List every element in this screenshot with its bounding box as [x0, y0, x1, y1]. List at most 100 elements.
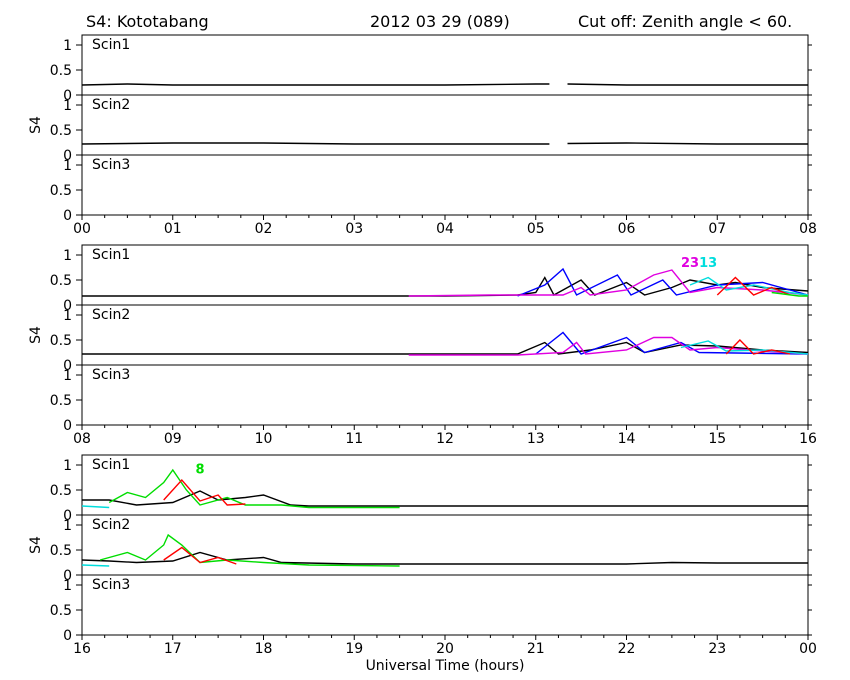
- x-tick-label: 11: [345, 431, 363, 447]
- x-tick-label: 20: [436, 641, 454, 657]
- x-tick-label: 08: [799, 221, 817, 237]
- panel-frame: [81, 574, 809, 636]
- y-tick-label: 0.5: [50, 543, 72, 559]
- y-tick-label: 1: [63, 98, 72, 114]
- x-axis-label: Universal Time (hours): [366, 658, 525, 674]
- panel-label: Scin3: [92, 157, 130, 173]
- panel-frame: [81, 514, 809, 576]
- x-tick-label: 16: [73, 641, 91, 657]
- s4-series-line: [535, 331, 809, 355]
- y-tick-label: 0.5: [50, 183, 72, 199]
- panel-frame: [81, 34, 809, 96]
- panel-frame: [81, 364, 809, 426]
- y-tick-label: 1: [63, 248, 72, 264]
- s4-series-line: [163, 478, 246, 506]
- y-tick-label: 0: [63, 508, 72, 524]
- y-tick-label: 0.5: [50, 333, 72, 349]
- y-tick-label: 0: [63, 568, 72, 584]
- x-tick-label: 00: [73, 221, 91, 237]
- x-tick-label: 15: [708, 431, 726, 447]
- s4-series-line: [689, 276, 809, 296]
- s4-series-line: [716, 276, 791, 296]
- x-tick-label: 13: [527, 431, 545, 447]
- x-tick-label: 14: [618, 431, 636, 447]
- y-axis-label: S4: [28, 326, 44, 344]
- x-tick-label: 08: [73, 431, 91, 447]
- y-tick-label: 0.5: [50, 273, 72, 289]
- y-tick-label: 0.5: [50, 123, 72, 139]
- s4-series-line: [108, 468, 400, 509]
- s4-series-line: [81, 551, 808, 565]
- series-annotation: 23: [681, 256, 699, 271]
- y-tick-label: 1: [63, 368, 72, 384]
- s4-series-line: [81, 505, 110, 509]
- y-tick-label: 0: [63, 208, 72, 224]
- s4-series-line: [771, 291, 808, 297]
- y-tick-label: 0: [63, 88, 72, 104]
- cutoff-title: Cut off: Zenith angle < 60.: [578, 12, 793, 31]
- s4-series-line: [81, 142, 550, 145]
- x-tick-label: 09: [164, 431, 182, 447]
- x-tick-label: 19: [345, 641, 363, 657]
- s4-series-line: [81, 564, 110, 567]
- date-title: 2012 03 29 (089): [370, 12, 510, 31]
- panel-label: Scin1: [92, 37, 130, 53]
- y-tick-label: 0: [63, 298, 72, 314]
- panel-label: Scin1: [92, 457, 130, 473]
- x-tick-label: 12: [436, 431, 454, 447]
- x-tick-label: 16: [799, 431, 817, 447]
- panel-label: Scin1: [92, 247, 130, 263]
- y-tick-label: 1: [63, 578, 72, 594]
- x-tick-label: 17: [164, 641, 182, 657]
- panel-frame: [81, 304, 809, 366]
- s4-series-line: [163, 546, 237, 565]
- s4-series-line: [408, 336, 809, 356]
- s4-series-line: [81, 83, 550, 86]
- y-tick-label: 1: [63, 458, 72, 474]
- x-tick-label: 05: [527, 221, 545, 237]
- x-tick-label: 02: [255, 221, 273, 237]
- x-tick-label: 22: [618, 641, 636, 657]
- panel-label: Scin3: [92, 577, 130, 593]
- s4-series-line: [725, 338, 791, 355]
- y-axis-label: S4: [28, 536, 44, 554]
- s4-series-line: [82, 276, 809, 297]
- x-tick-label: 18: [255, 641, 273, 657]
- s4-series-line: [82, 341, 809, 355]
- panel-label: Scin2: [92, 517, 130, 533]
- x-tick-label: 00: [799, 641, 817, 657]
- x-tick-label: 04: [436, 221, 454, 237]
- y-tick-label: 1: [63, 308, 72, 324]
- panel-label: Scin3: [92, 367, 130, 383]
- series-annotation: 13: [699, 256, 717, 271]
- panel-label: Scin2: [92, 97, 130, 113]
- s4-series-line: [99, 533, 400, 567]
- y-tick-label: 0.5: [50, 63, 72, 79]
- s4-series-line: [567, 83, 808, 86]
- x-tick-label: 03: [345, 221, 363, 237]
- y-tick-label: 0: [63, 418, 72, 434]
- panel-frame: [81, 154, 809, 216]
- s4-series-line: [82, 490, 808, 507]
- panel-frame: [81, 94, 809, 156]
- x-tick-label: 06: [618, 221, 636, 237]
- y-tick-label: 1: [63, 518, 72, 534]
- y-tick-label: 1: [63, 158, 72, 174]
- y-tick-label: 0: [63, 628, 72, 644]
- series-annotation: 8: [195, 463, 204, 478]
- x-tick-label: 23: [708, 641, 726, 657]
- x-tick-label: 01: [164, 221, 182, 237]
- x-tick-label: 07: [708, 221, 726, 237]
- y-tick-label: 0: [63, 148, 72, 164]
- y-axis-label: S4: [28, 116, 44, 134]
- x-tick-label: 10: [255, 431, 273, 447]
- s4-series-line: [567, 142, 808, 145]
- s4-series-line: [517, 267, 809, 297]
- y-tick-label: 1: [63, 38, 72, 54]
- panel-label: Scin2: [92, 307, 130, 323]
- station-title: S4: Kototabang: [86, 12, 209, 31]
- y-tick-label: 0.5: [50, 603, 72, 619]
- y-tick-label: 0.5: [50, 393, 72, 409]
- y-tick-label: 0: [63, 358, 72, 374]
